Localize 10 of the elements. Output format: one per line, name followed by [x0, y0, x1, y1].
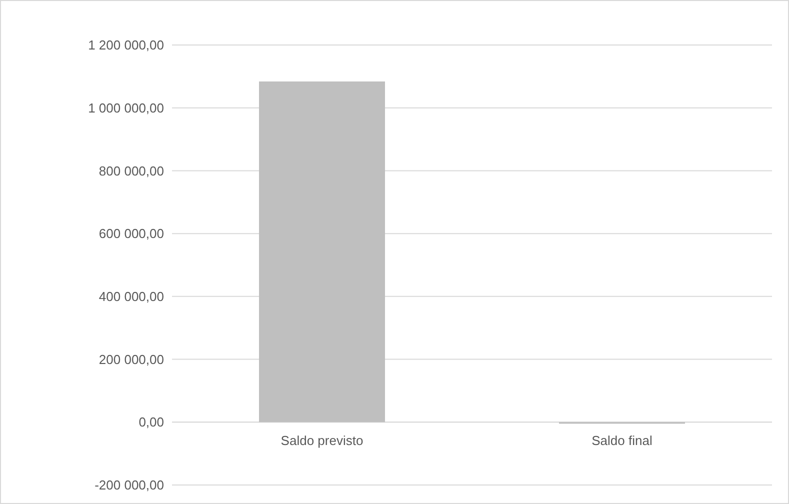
x-tick-label: Saldo final — [592, 433, 652, 448]
y-tick-label: -200 000,00 — [94, 478, 164, 493]
y-tick-label: 1 000 000,00 — [88, 100, 164, 116]
y-tick-label: 1 200 000,00 — [88, 38, 164, 53]
x-tick-label: Saldo previsto — [280, 433, 364, 448]
y-tick-label: 200 000,00 — [98, 352, 164, 367]
y-tick-label: 0,00 — [138, 414, 164, 430]
y-tick-label: 600 000,00 — [98, 226, 164, 242]
y-tick-label: 400 000,00 — [98, 288, 164, 304]
y-tick-label: 800 000,00 — [98, 163, 164, 178]
